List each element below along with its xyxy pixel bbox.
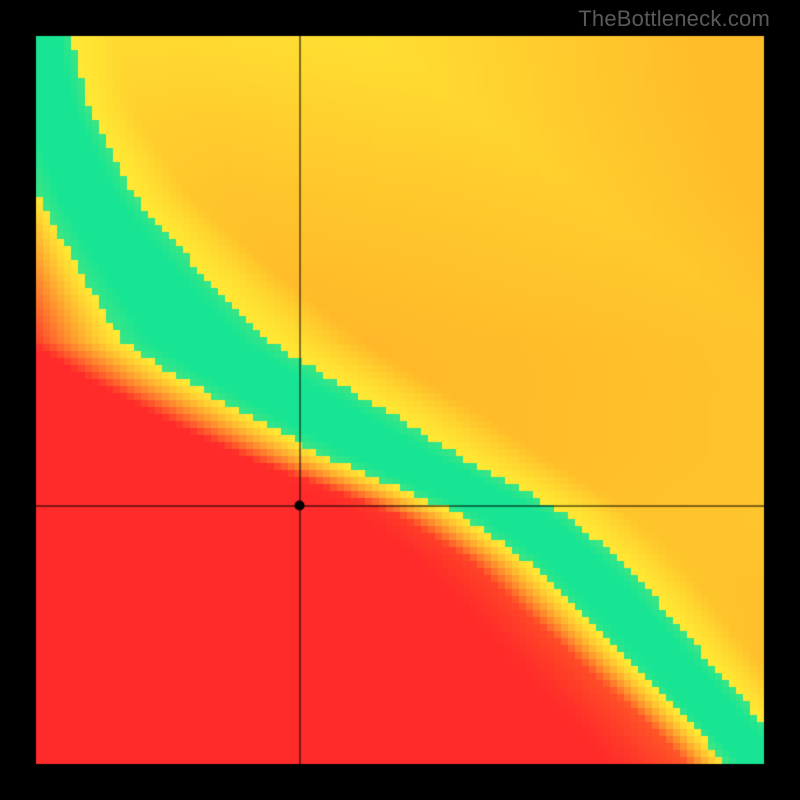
watermark-label: TheBottleneck.com xyxy=(578,6,770,32)
bottleneck-heatmap-canvas xyxy=(0,0,800,800)
chart-container: TheBottleneck.com xyxy=(0,0,800,800)
